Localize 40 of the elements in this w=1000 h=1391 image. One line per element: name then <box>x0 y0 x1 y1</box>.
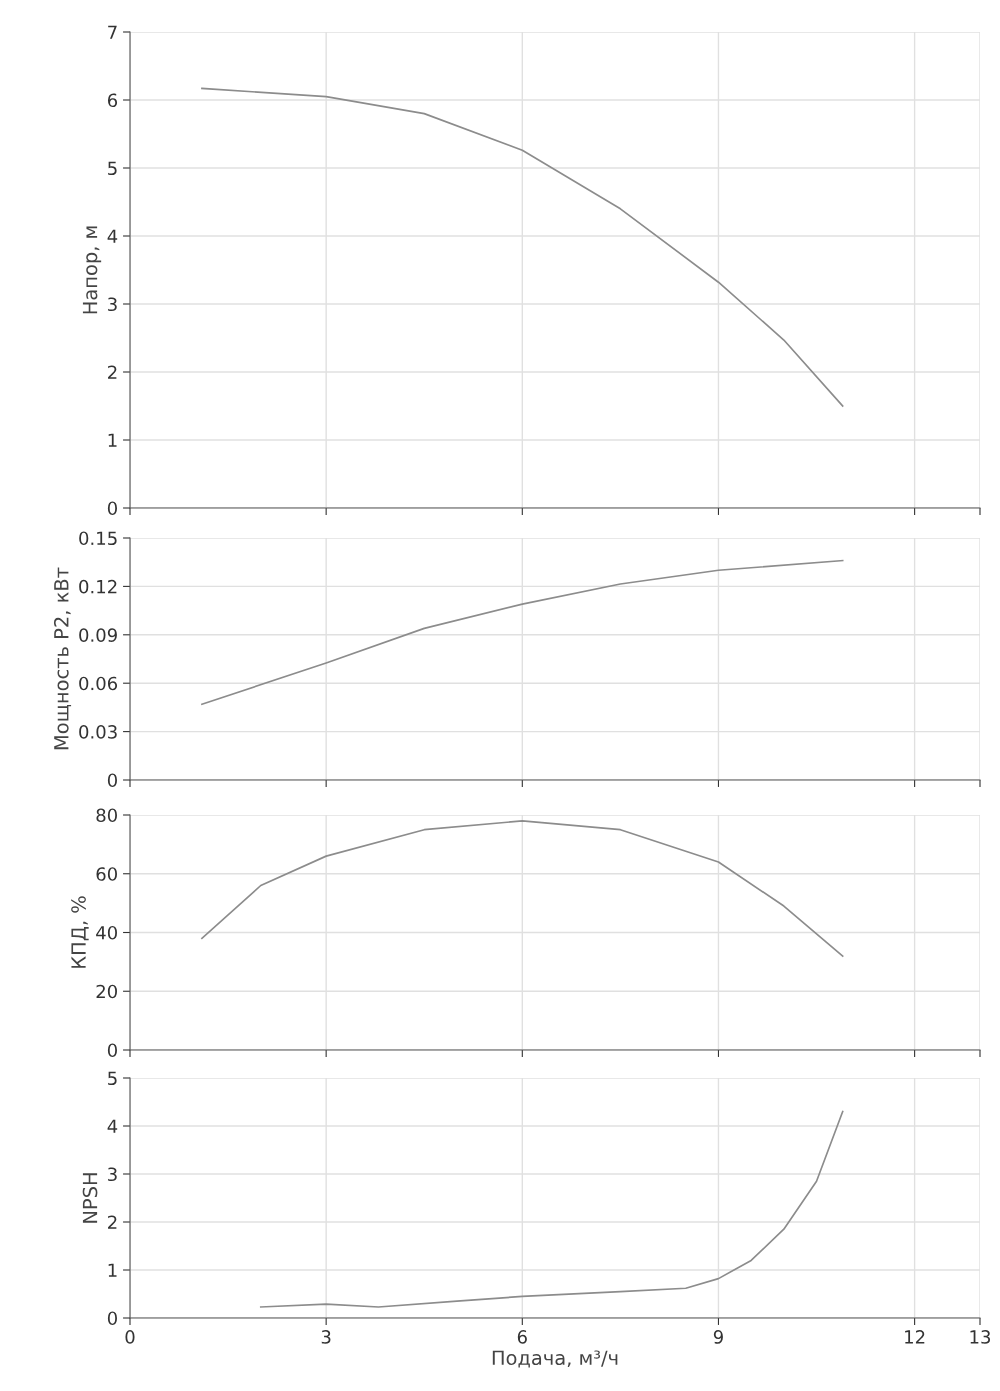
y-tick-label: 2 <box>108 365 117 379</box>
x-tick-label: 0 <box>125 1330 135 1344</box>
y-tick-label: 7 <box>108 25 117 39</box>
y-tick-label: 1 <box>108 1263 117 1277</box>
y-axis-title: Напор, м <box>82 226 102 314</box>
y-tick-label: 0 <box>107 773 117 788</box>
line-series <box>201 87 844 407</box>
line-series <box>201 559 844 706</box>
y-tick-label: 0 <box>107 501 117 516</box>
line-series <box>259 1110 844 1308</box>
y-tick-label: 20 <box>96 984 117 999</box>
y-axis-title: NPSH <box>82 1173 98 1223</box>
y-tick-label: 3 <box>108 297 117 312</box>
y-tick-label: 0.03 <box>79 725 117 739</box>
y-tick-label: 6 <box>107 93 118 108</box>
y-tick-label: 2 <box>108 1215 117 1229</box>
y-tick-label: 4 <box>107 1119 118 1133</box>
x-tick-label: 6 <box>517 1330 527 1344</box>
line-series <box>201 820 844 957</box>
y-tick-label: 0 <box>107 1043 117 1058</box>
y-tick-label: 0.09 <box>79 628 117 642</box>
x-axis-title: Подача, м³/ч <box>492 1350 618 1368</box>
y-tick-label: 40 <box>96 925 117 940</box>
y-axis-title: КПД, % <box>71 896 89 968</box>
x-tick-label: 9 <box>713 1330 723 1344</box>
x-tick-label: 12 <box>905 1330 925 1344</box>
y-tick-label: 0.06 <box>79 676 118 691</box>
y-tick-label: 3 <box>108 1167 117 1182</box>
y-tick-label: 5 <box>108 1071 117 1086</box>
y-tick-label: 5 <box>108 161 117 176</box>
y-tick-label: 0.15 <box>79 531 117 546</box>
y-tick-label: 60 <box>96 867 117 881</box>
y-tick-label: 1 <box>108 433 117 447</box>
y-tick-label: 0.12 <box>79 579 117 594</box>
x-tick-label: 13 <box>970 1330 991 1344</box>
y-tick-label: 80 <box>96 808 117 823</box>
x-tick-label: 3 <box>321 1330 331 1344</box>
y-tick-label: 0 <box>107 1311 117 1326</box>
y-tick-label: 4 <box>107 229 118 243</box>
y-axis-title: Мощность P2, кВт <box>53 567 72 750</box>
